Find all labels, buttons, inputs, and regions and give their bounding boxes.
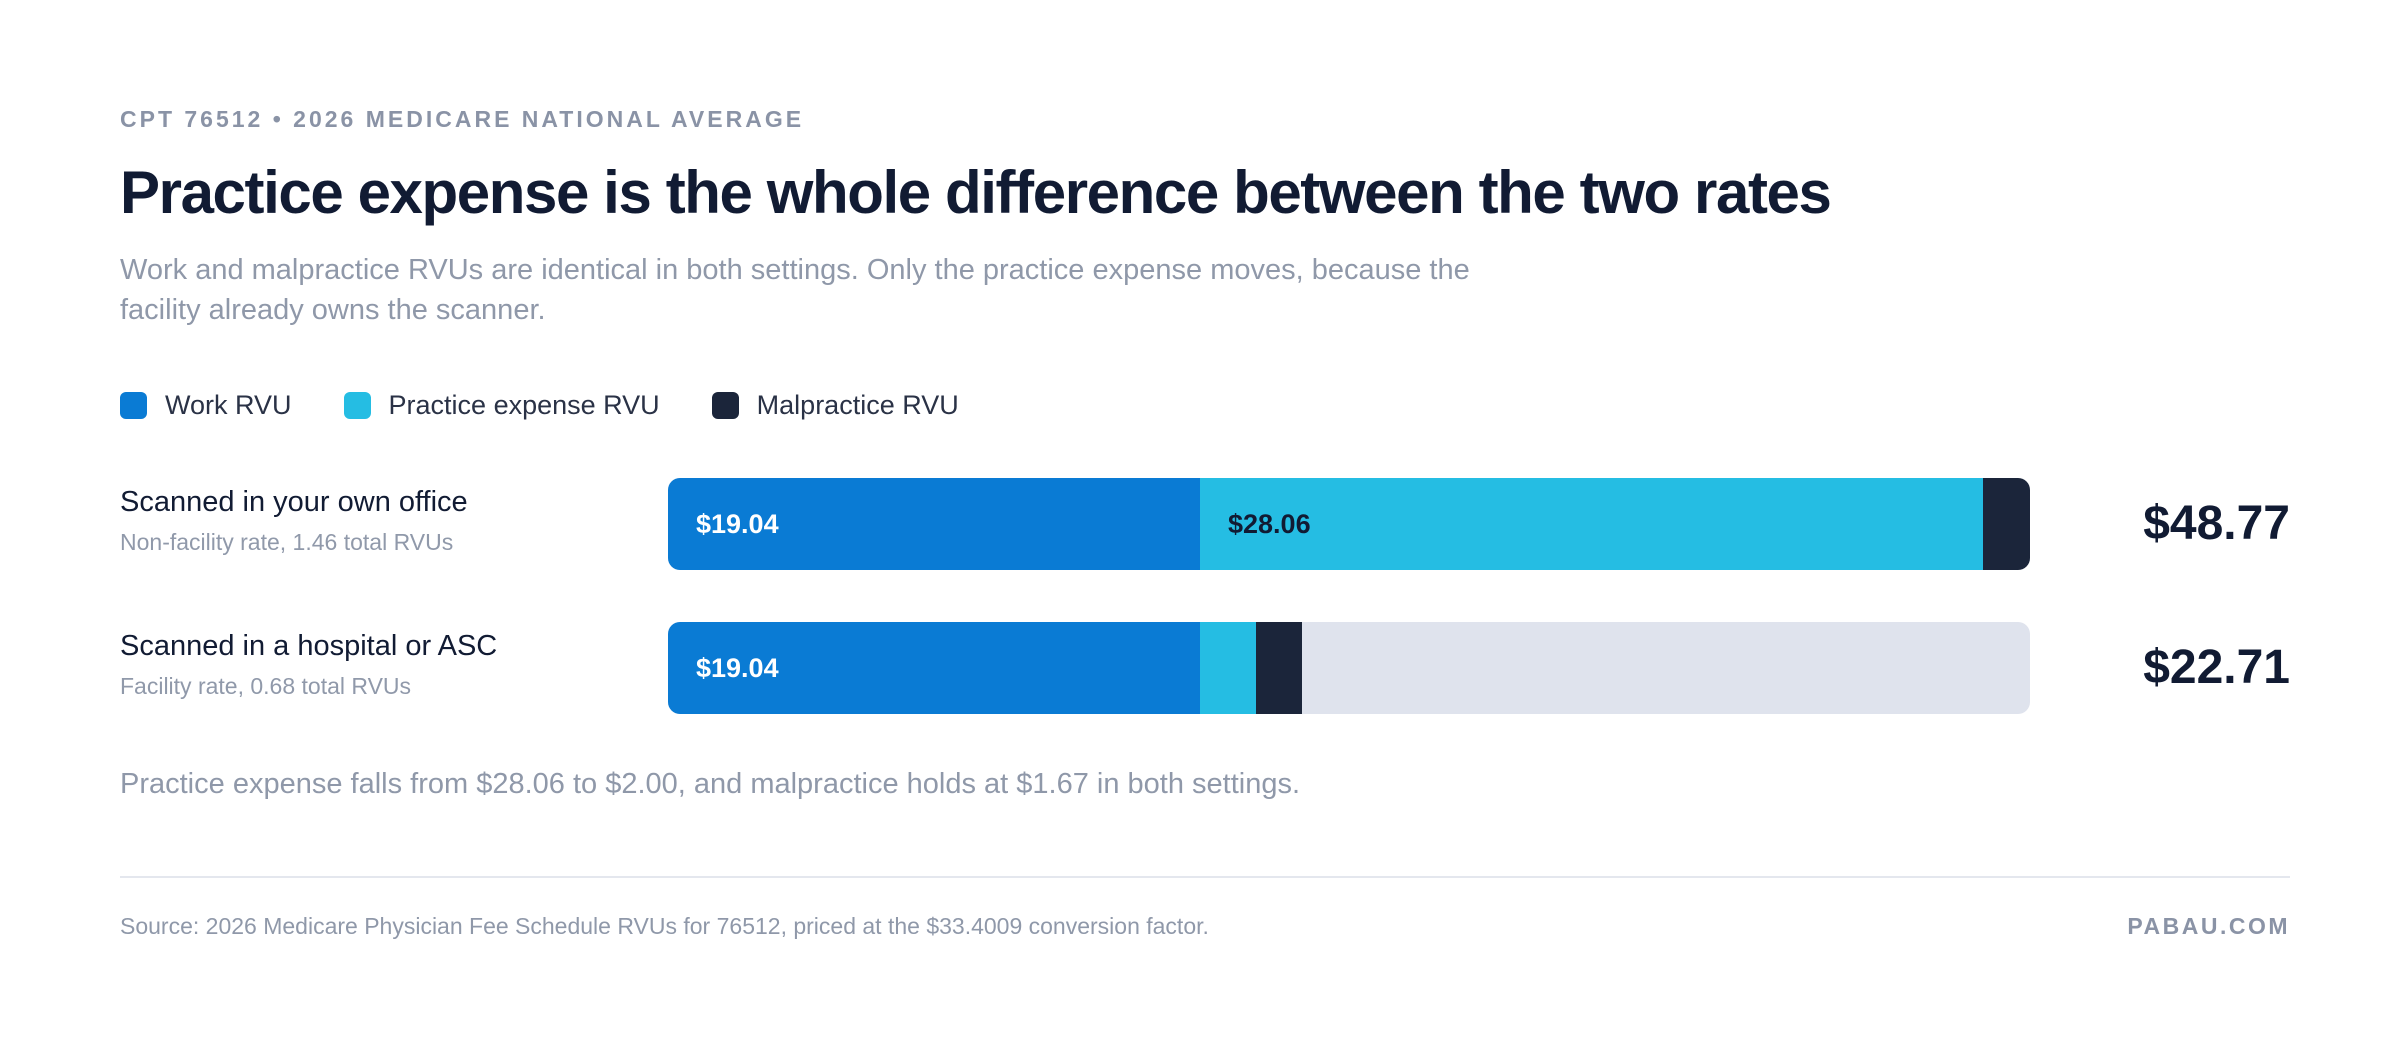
legend-item-work: Work RVU bbox=[120, 390, 292, 421]
legend-label-work: Work RVU bbox=[165, 390, 292, 420]
legend-swatch-work bbox=[120, 392, 147, 419]
eyebrow: CPT 76512 • 2026 MEDICARE NATIONAL AVERA… bbox=[120, 106, 805, 132]
footer-divider bbox=[120, 876, 2290, 878]
chart-title: Practice expense is the whole difference… bbox=[120, 159, 1832, 226]
row-label-hospital: Scanned in a hospital or ASC Facility ra… bbox=[120, 630, 640, 700]
bar-row-hospital: Scanned in a hospital or ASC Facility ra… bbox=[120, 622, 2290, 714]
bar-segment-practice-expense-hospital bbox=[1200, 622, 1256, 714]
row-title-hospital: Scanned in a hospital or ASC bbox=[120, 630, 498, 662]
legend-swatch-practice-expense bbox=[343, 392, 371, 419]
brand-mark: PABAU.COM bbox=[2127, 913, 2290, 939]
row-subtitle-hospital: Facility rate, 0.68 total RVUs bbox=[120, 673, 412, 699]
row-subtitle-office: Non-facility rate, 1.46 total RVUs bbox=[120, 529, 454, 555]
legend: Work RVU Practice expense RVU Malpractic… bbox=[120, 390, 1011, 421]
row-total-office: $48.77 bbox=[2143, 497, 2290, 550]
bar-value-label: $28.06 bbox=[1228, 509, 1311, 539]
bar-segment-work-office: $19.04 bbox=[668, 478, 1200, 570]
bar-segment-work-hospital: $19.04 bbox=[668, 622, 1200, 714]
source-text: Source: 2026 Medicare Physician Fee Sche… bbox=[120, 913, 1209, 939]
row-label-office: Scanned in your own office Non-facility … bbox=[120, 486, 640, 556]
chart-note: Practice expense falls from $28.06 to $2… bbox=[120, 768, 1301, 800]
bar-row-office: Scanned in your own office Non-facility … bbox=[120, 478, 2290, 570]
bar-segment-practice-expense-office: $28.06 bbox=[1200, 478, 1983, 570]
chart-subtitle: Work and malpractice RVUs are identical … bbox=[120, 254, 1470, 326]
legend-item-practice-expense: Practice expense RVU bbox=[343, 390, 660, 421]
legend-label-practice-expense: Practice expense RVU bbox=[388, 390, 660, 420]
legend-swatch-malpractice bbox=[711, 392, 739, 419]
bar-track-hospital: $19.04 bbox=[668, 622, 2030, 714]
bar-value-label: $19.04 bbox=[696, 653, 779, 683]
legend-label-malpractice: Malpractice RVU bbox=[756, 390, 959, 420]
bar-value-label: $19.04 bbox=[696, 509, 779, 539]
row-title-office: Scanned in your own office bbox=[120, 486, 468, 518]
bar-segment-malpractice-hospital bbox=[1256, 622, 1302, 714]
legend-item-malpractice: Malpractice RVU bbox=[711, 390, 959, 421]
bar-track-office: $19.04 $28.06 bbox=[668, 478, 2030, 570]
bar-segment-malpractice-office bbox=[1983, 478, 2030, 570]
chart-card: CPT 76512 • 2026 MEDICARE NATIONAL AVERA… bbox=[120, 0, 2290, 1048]
row-total-hospital: $22.71 bbox=[2143, 641, 2290, 694]
